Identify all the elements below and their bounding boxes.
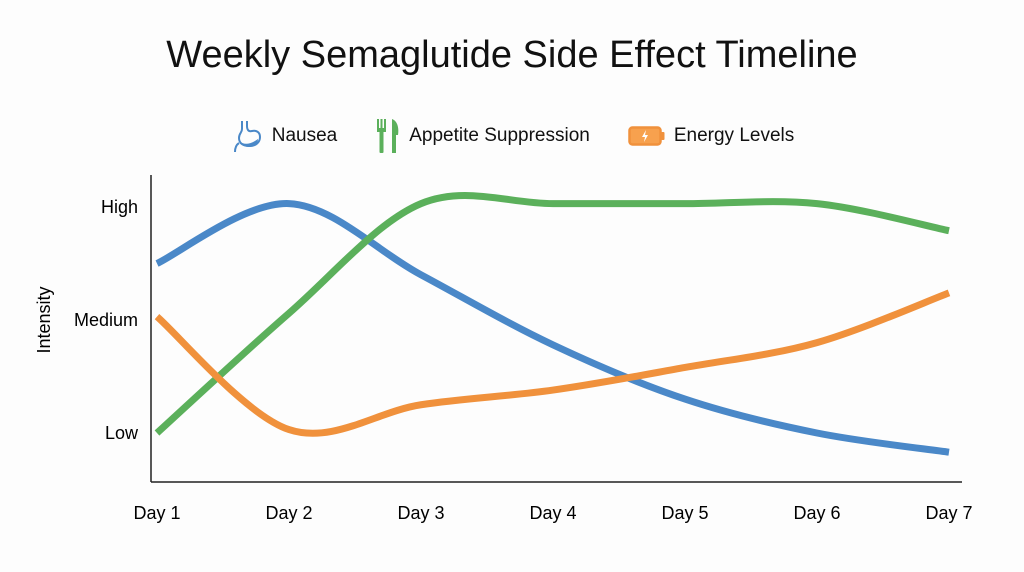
legend-item-nausea: Nausea <box>230 119 338 153</box>
y-tick-label: Low <box>105 423 139 443</box>
series-line-nausea <box>155 200 950 456</box>
chart-title: Weekly Semaglutide Side Effect Timeline <box>166 34 858 76</box>
legend-item-energy-levels: Energy Levels <box>628 124 794 148</box>
x-tick-label: Day 6 <box>793 503 840 523</box>
x-tick-label: Day 7 <box>925 503 972 523</box>
y-tick-label: High <box>101 197 138 217</box>
y-axis-label: Intensity <box>34 286 54 353</box>
x-tick-label: Day 5 <box>661 503 708 523</box>
series-line-appetite-suppression <box>154 191 950 436</box>
x-tick-label: Day 4 <box>529 503 576 523</box>
legend-label: Energy Levels <box>673 125 795 146</box>
y-tick-label: Medium <box>74 310 138 330</box>
battery-icon <box>628 126 665 146</box>
legend-label: Nausea <box>271 125 338 146</box>
series-line-energy-levels <box>154 289 951 437</box>
fork-knife-icon <box>377 119 399 153</box>
legend-label: Appetite Suppression <box>409 125 590 146</box>
x-tick-label: Day 1 <box>133 503 180 523</box>
legend: Nausea Appetite Suppression Energy Level… <box>0 118 1024 154</box>
x-tick-label: Day 2 <box>265 503 312 523</box>
x-tick-label: Day 3 <box>397 503 444 523</box>
legend-item-appetite-suppression: Appetite Suppression <box>375 118 590 154</box>
stomach-icon <box>233 121 261 153</box>
